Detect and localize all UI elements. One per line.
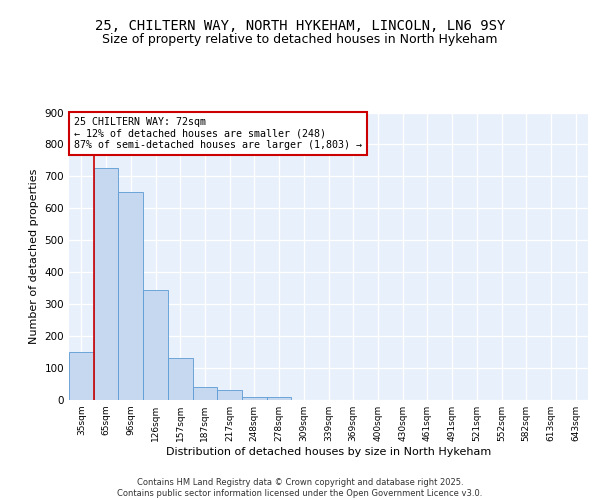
Bar xyxy=(143,290,168,400)
Text: Contains HM Land Registry data © Crown copyright and database right 2025.
Contai: Contains HM Land Registry data © Crown c… xyxy=(118,478,482,498)
Bar xyxy=(69,352,94,400)
Bar xyxy=(118,192,143,400)
Bar xyxy=(193,387,217,400)
Bar xyxy=(94,168,118,400)
Bar xyxy=(242,397,267,400)
Bar xyxy=(217,390,242,400)
Y-axis label: Number of detached properties: Number of detached properties xyxy=(29,168,39,344)
Bar xyxy=(168,358,193,400)
Bar xyxy=(267,398,292,400)
Text: 25, CHILTERN WAY, NORTH HYKEHAM, LINCOLN, LN6 9SY: 25, CHILTERN WAY, NORTH HYKEHAM, LINCOLN… xyxy=(95,19,505,33)
Text: Size of property relative to detached houses in North Hykeham: Size of property relative to detached ho… xyxy=(102,32,498,46)
X-axis label: Distribution of detached houses by size in North Hykeham: Distribution of detached houses by size … xyxy=(166,447,491,457)
Text: 25 CHILTERN WAY: 72sqm
← 12% of detached houses are smaller (248)
87% of semi-de: 25 CHILTERN WAY: 72sqm ← 12% of detached… xyxy=(74,117,362,150)
